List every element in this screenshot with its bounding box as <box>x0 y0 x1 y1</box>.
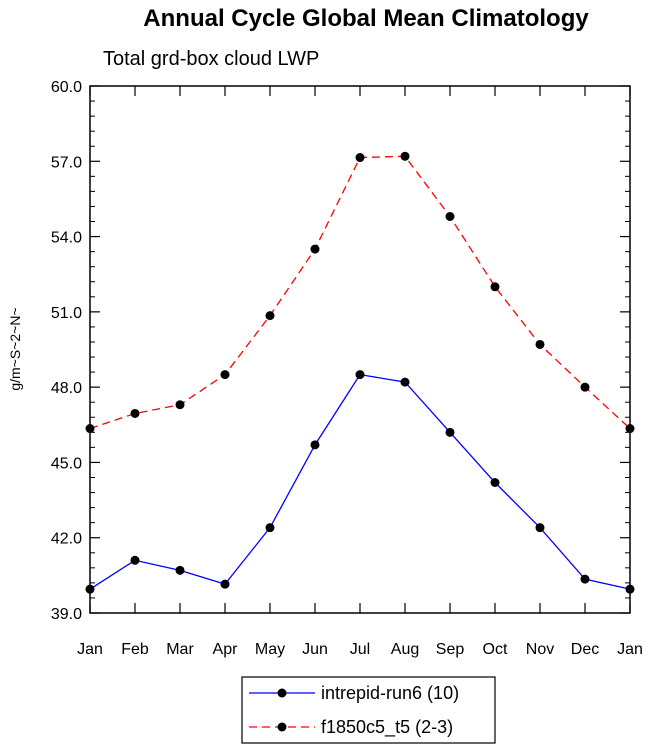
series-line-2 <box>89 155 631 430</box>
series-2-point <box>580 382 590 392</box>
x-tick-label: Jan <box>617 641 643 658</box>
series-1-point <box>490 478 500 488</box>
series-1-point <box>85 584 95 594</box>
series-2-point <box>355 153 365 163</box>
x-tick-label: Jan <box>77 641 103 658</box>
x-tick-label: Aug <box>391 641 419 658</box>
x-tick-label: May <box>255 641 285 658</box>
chart-title: Annual Cycle Global Mean Climatology <box>143 5 589 32</box>
y-tick-label: 48.0 <box>51 380 82 397</box>
y-tick-label: 57.0 <box>51 154 82 171</box>
x-tick-label: Sep <box>436 641 465 658</box>
series-1-point <box>130 555 140 565</box>
plot-frame <box>89 85 631 614</box>
x-tick-label: Feb <box>121 641 149 658</box>
chart-subtitle: Total grd-box cloud LWP <box>103 48 319 70</box>
series-2-point <box>220 370 230 380</box>
series-2-point <box>490 282 500 292</box>
series-2-point <box>175 400 185 410</box>
legend-entry-2: f1850c5_t5 (2-3) <box>249 717 453 738</box>
x-tick-label: Apr <box>213 641 239 658</box>
y-axis-label: g/m~S~2~N~ <box>7 307 23 390</box>
y-tick-label: 42.0 <box>51 531 82 548</box>
series-1-point <box>265 523 275 533</box>
series-2-point <box>535 339 545 349</box>
series-2-point <box>445 211 455 221</box>
series-1-point <box>580 574 590 584</box>
series-1-point <box>625 584 635 594</box>
x-tick-label: Mar <box>166 641 194 658</box>
y-tick-label: 51.0 <box>51 305 82 322</box>
legend-box <box>241 676 496 744</box>
x-tick-label: Jul <box>350 641 370 658</box>
y-tick-label: 45.0 <box>51 455 82 472</box>
y-tick-label: 54.0 <box>51 230 82 247</box>
x-tick-label: Nov <box>526 641 554 658</box>
series-2-point <box>85 424 95 434</box>
x-tick-label: Jun <box>302 641 328 658</box>
legend-entry-1: intrepid-run6 (10) <box>249 683 459 703</box>
series-1-point <box>400 377 410 387</box>
legend-label-1: intrepid-run6 (10) <box>321 683 459 703</box>
series-2-point <box>130 408 140 418</box>
x-tick-label: Dec <box>571 641 599 658</box>
series-1-point <box>220 579 230 589</box>
series-1-point <box>175 565 185 575</box>
series-1-point <box>355 370 365 380</box>
series-1-point <box>445 427 455 437</box>
series-2-point <box>625 424 635 434</box>
series-2-point <box>400 151 410 161</box>
series-1-point <box>310 440 320 450</box>
series-1-point <box>535 523 545 533</box>
series-2-point <box>265 311 275 321</box>
y-tick-label: 39.0 <box>51 606 82 623</box>
legend-label-2: f1850c5_t5 (2-3) <box>321 717 453 738</box>
series-2-point <box>310 244 320 254</box>
x-tick-label: Oct <box>483 641 508 658</box>
y-tick-label: 60.0 <box>51 79 82 96</box>
